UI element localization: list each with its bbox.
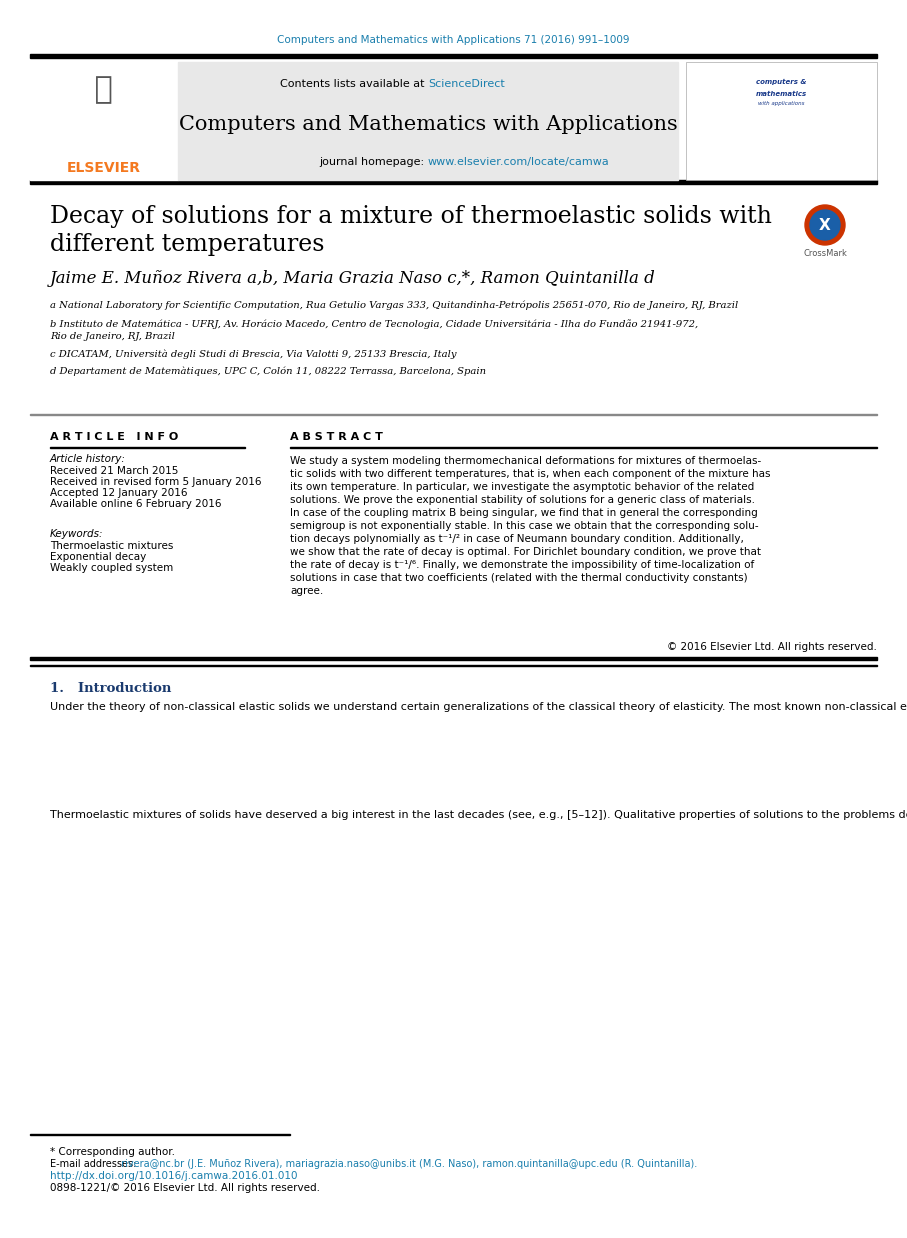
Text: We study a system modeling thermomechanical deformations for mixtures of thermoe: We study a system modeling thermomechani… <box>290 456 771 597</box>
Text: Under the theory of non-classical elastic solids we understand certain generaliz: Under the theory of non-classical elasti… <box>50 702 907 712</box>
Bar <box>30 54 877 58</box>
Text: Decay of solutions for a mixture of thermoelastic solids with
different temperat: Decay of solutions for a mixture of ther… <box>50 206 772 256</box>
Text: a National Laboratory for Scientific Computation, Rua Getulio Vargas 333, Quitan: a National Laboratory for Scientific Com… <box>50 300 738 310</box>
Text: Computers and Mathematics with Applications 71 (2016) 991–1009: Computers and Mathematics with Applicati… <box>277 35 629 45</box>
Text: rivera@nc.br (J.E. Muñoz Rivera), mariagrazia.naso@unibs.it (M.G. Naso), ramon.q: rivera@nc.br (J.E. Muñoz Rivera), mariag… <box>118 1159 697 1169</box>
Circle shape <box>805 206 845 245</box>
Text: A B S T R A C T: A B S T R A C T <box>290 432 383 442</box>
Text: * Corresponding author.: * Corresponding author. <box>50 1146 175 1158</box>
Text: X: X <box>819 218 831 233</box>
Text: ELSEVIER: ELSEVIER <box>67 161 141 175</box>
Text: Contents lists available at: Contents lists available at <box>280 79 428 89</box>
Text: mathematics: mathematics <box>756 92 807 97</box>
Text: CrossMark: CrossMark <box>803 249 847 258</box>
Text: E-mail addresses:: E-mail addresses: <box>50 1159 136 1169</box>
Bar <box>30 657 877 660</box>
Text: c DICATAM, Università degli Studi di Brescia, Via Valotti 9, 25133 Brescia, Ital: c DICATAM, Università degli Studi di Bre… <box>50 349 456 359</box>
Text: Weakly coupled system: Weakly coupled system <box>50 563 173 573</box>
Text: Jaime E. Muñoz Rivera a,b, Maria Grazia Naso c,*, Ramon Quintanilla d: Jaime E. Muñoz Rivera a,b, Maria Grazia … <box>50 270 656 287</box>
Text: Thermoelastic mixtures: Thermoelastic mixtures <box>50 541 173 551</box>
Bar <box>30 62 178 180</box>
Text: Received in revised form 5 January 2016: Received in revised form 5 January 2016 <box>50 477 261 487</box>
Text: 1.   Introduction: 1. Introduction <box>50 682 171 695</box>
Text: Available online 6 February 2016: Available online 6 February 2016 <box>50 499 221 509</box>
Text: Accepted 12 January 2016: Accepted 12 January 2016 <box>50 488 188 498</box>
Text: Received 21 March 2015: Received 21 March 2015 <box>50 465 179 475</box>
Text: 🌳: 🌳 <box>75 76 132 104</box>
Text: ScienceDirect: ScienceDirect <box>428 79 505 89</box>
Text: www.elsevier.com/locate/camwa: www.elsevier.com/locate/camwa <box>428 157 610 167</box>
Text: Thermoelastic mixtures of solids have deserved a big interest in the last decade: Thermoelastic mixtures of solids have de… <box>50 810 907 820</box>
Text: http://dx.doi.org/10.1016/j.camwa.2016.01.010: http://dx.doi.org/10.1016/j.camwa.2016.0… <box>50 1171 297 1181</box>
Bar <box>178 62 678 180</box>
Text: computers &: computers & <box>756 79 806 85</box>
Text: journal homepage:: journal homepage: <box>319 157 428 167</box>
Bar <box>686 62 877 180</box>
Bar <box>30 413 877 415</box>
Text: with applications: with applications <box>758 102 805 106</box>
Text: Computers and Mathematics with Applications: Computers and Mathematics with Applicati… <box>179 114 678 134</box>
Bar <box>30 180 877 184</box>
Text: A R T I C L E   I N F O: A R T I C L E I N F O <box>50 432 179 442</box>
Text: Keywords:: Keywords: <box>50 529 103 539</box>
Text: 0898-1221/© 2016 Elsevier Ltd. All rights reserved.: 0898-1221/© 2016 Elsevier Ltd. All right… <box>50 1184 320 1193</box>
Circle shape <box>810 210 840 240</box>
Text: b Instituto de Matemática - UFRJ, Av. Horácio Macedo, Centro de Tecnologia, Cida: b Instituto de Matemática - UFRJ, Av. Ho… <box>50 319 698 340</box>
Text: Exponential decay: Exponential decay <box>50 552 146 562</box>
Text: © 2016 Elsevier Ltd. All rights reserved.: © 2016 Elsevier Ltd. All rights reserved… <box>668 643 877 652</box>
Text: Article history:: Article history: <box>50 454 126 464</box>
Text: d Departament de Matemàtiques, UPC C, Colón 11, 08222 Terrassa, Barcelona, Spain: d Departament de Matemàtiques, UPC C, Co… <box>50 366 486 376</box>
